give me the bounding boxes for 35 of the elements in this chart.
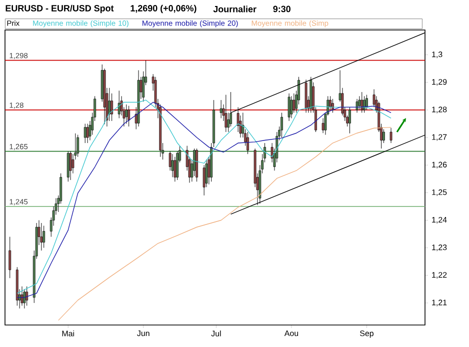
candlestick — [390, 128, 392, 144]
text: 9:30 — [273, 6, 290, 12]
candlestick — [288, 93, 290, 122]
candlestick — [280, 112, 283, 138]
candlestick — [363, 96, 366, 113]
candlestick — [358, 96, 361, 110]
candlestick — [348, 106, 351, 134]
line-series — [58, 126, 392, 321]
chart-title: EURUSD - EUR/USD Spot — [6, 4, 114, 14]
candlestick — [20, 286, 24, 306]
candlestick — [360, 92, 364, 113]
candlestick — [356, 98, 358, 113]
candlestick — [224, 94, 228, 132]
candlestick — [86, 123, 89, 144]
candlestick — [8, 236, 12, 278]
candlestick — [171, 154, 174, 178]
candlestick — [366, 94, 368, 110]
candlestick — [23, 288, 26, 309]
candlestick — [220, 100, 222, 118]
candlestick — [125, 104, 128, 124]
candlestick — [40, 222, 43, 251]
candlestick — [66, 151, 70, 182]
candlestick — [42, 225, 46, 248]
candlestick — [329, 96, 332, 110]
candlestick — [128, 106, 130, 127]
candlestick — [332, 98, 334, 113]
candlestick — [246, 132, 249, 154]
text: 1,2690 (+0,06%) — [130, 4, 196, 14]
candlestick — [69, 151, 72, 180]
candlestick — [26, 286, 28, 306]
candlestick — [110, 93, 114, 122]
candlestick — [382, 129, 385, 144]
candlestick — [76, 134, 80, 158]
candlestick — [290, 96, 293, 118]
text: Journalier — [213, 6, 256, 12]
